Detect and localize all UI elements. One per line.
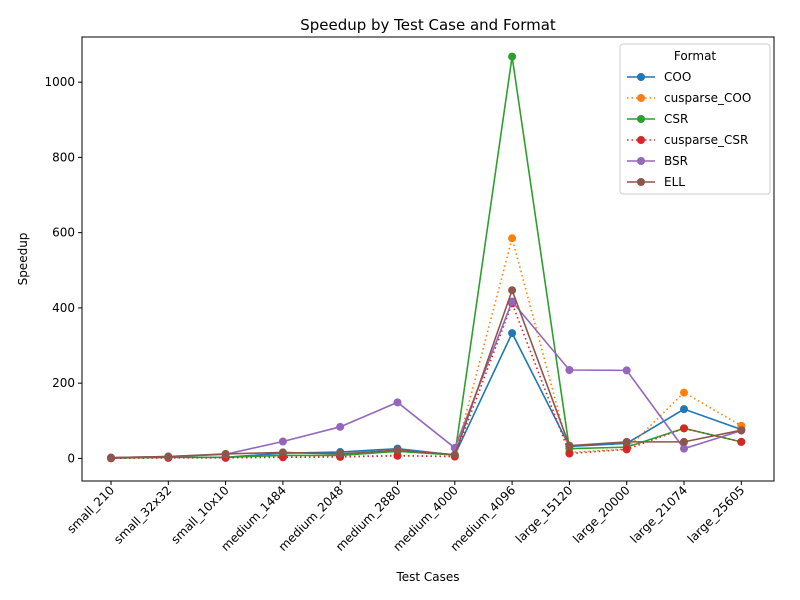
- plot-area: [81, 36, 775, 482]
- x-axis-label: Test Cases: [395, 570, 459, 584]
- legend-swatch-marker: [637, 136, 645, 144]
- legend-swatch-marker: [637, 178, 645, 186]
- data-point: [336, 422, 345, 431]
- data-point: [622, 445, 631, 454]
- data-point: [680, 437, 688, 446]
- x-tick-label: large_20000: [570, 483, 633, 546]
- data-point: [622, 366, 631, 375]
- y-tick-label: 600: [52, 226, 75, 240]
- legend-swatch-marker: [637, 157, 645, 165]
- legend-label: ELL: [664, 175, 685, 189]
- x-tick-label: small_10x10: [168, 483, 231, 546]
- y-tick-label: 200: [52, 376, 75, 390]
- data-point: [508, 234, 517, 243]
- data-point: [680, 405, 688, 414]
- data-point: [164, 452, 173, 461]
- series-cusparse-coo: [107, 234, 746, 463]
- y-tick-label: 400: [52, 301, 75, 315]
- legend-label: cusparse_CSR: [664, 133, 748, 147]
- data-point: [680, 388, 688, 397]
- data-point: [680, 424, 688, 433]
- legend-label: BSR: [664, 154, 688, 168]
- y-tick-label: 800: [52, 150, 75, 164]
- legend-label: CSR: [664, 112, 688, 126]
- series-ell: [107, 286, 746, 462]
- data-point: [107, 453, 115, 462]
- chart-title: Speedup by Test Case and Format: [300, 16, 556, 34]
- data-point: [336, 449, 345, 458]
- series-line: [110, 301, 742, 460]
- data-point: [737, 426, 746, 435]
- x-tick-label: small_32x32: [111, 483, 174, 546]
- data-point: [393, 398, 402, 407]
- series-bsr: [107, 297, 746, 462]
- data-point: [393, 451, 402, 460]
- data-point: [508, 286, 517, 295]
- data-point: [680, 444, 688, 453]
- series-cusparse-csr: [107, 299, 746, 463]
- data-point: [393, 446, 402, 455]
- series-layer: [107, 52, 746, 463]
- data-point: [508, 52, 517, 61]
- x-tick-label: small_210: [64, 483, 117, 536]
- data-point: [565, 441, 574, 450]
- y-tick-label: 0: [67, 451, 75, 465]
- data-point: [508, 329, 517, 338]
- data-point: [622, 437, 631, 446]
- legend-label: cusparse_COO: [664, 91, 751, 105]
- data-point: [278, 437, 287, 446]
- y-axis-label: Speedup: [16, 233, 30, 286]
- legend-swatch-marker: [637, 115, 645, 123]
- x-tick-label: large_25605: [685, 483, 748, 546]
- legend-swatch-marker: [637, 73, 645, 81]
- data-point: [450, 450, 459, 459]
- legend-label: COO: [664, 70, 691, 84]
- data-point: [508, 297, 517, 306]
- data-point: [565, 366, 574, 374]
- x-tick-label: large_15120: [513, 483, 576, 546]
- legend-title: Format: [674, 49, 717, 63]
- x-tick-label: large_21074: [627, 483, 690, 546]
- series-line: [110, 287, 742, 459]
- data-point: [221, 449, 230, 458]
- data-point: [565, 449, 574, 458]
- legend-swatch-marker: [637, 94, 645, 102]
- x-axis: small_210small_32x32small_10x10medium_14…: [64, 481, 747, 554]
- y-axis: 0 200 400 600 800 1000: [44, 75, 82, 465]
- legend: Format COO cusparse_COO CSR cusparse_CSR BSR…: [619, 43, 771, 195]
- legend-box: [619, 43, 771, 195]
- series-line: [110, 299, 742, 459]
- y-tick-label: 1000: [44, 75, 75, 89]
- series-line: [110, 331, 742, 459]
- data-point: [278, 448, 287, 457]
- data-point: [737, 437, 746, 446]
